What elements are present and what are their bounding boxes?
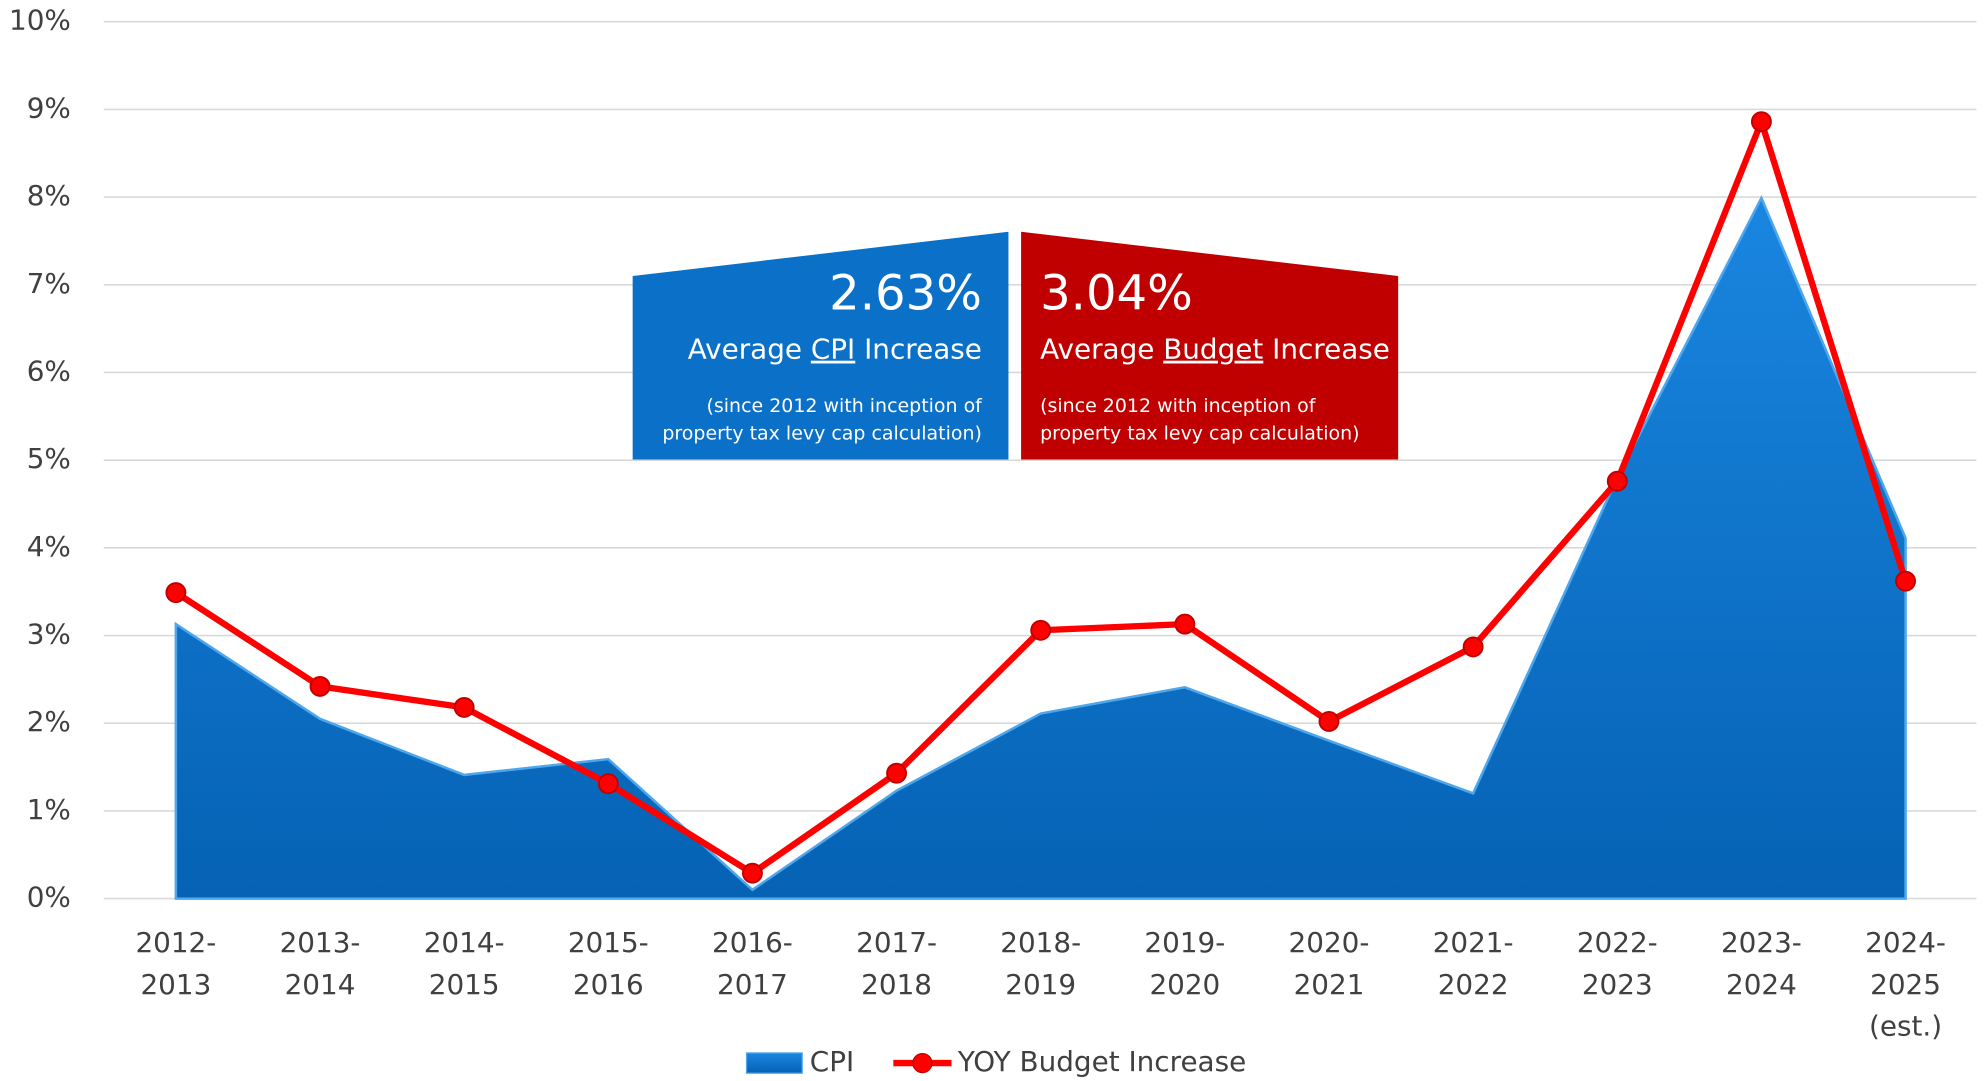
x-tick-label: 2020- bbox=[1289, 926, 1370, 959]
callout-note: property tax levy cap calculation) bbox=[1040, 423, 1360, 445]
x-tick-label: 2024 bbox=[1726, 968, 1797, 1001]
x-tick-label: 2024- bbox=[1865, 926, 1946, 959]
callout-label-part: Budget bbox=[1163, 333, 1263, 366]
x-tick-label: 2016 bbox=[573, 968, 644, 1001]
x-tick-label: 2012- bbox=[135, 926, 216, 959]
callout-value: 3.04% bbox=[1040, 265, 1193, 321]
budget-point bbox=[1750, 111, 1772, 133]
budget-point bbox=[597, 773, 619, 795]
budget-point bbox=[1606, 470, 1628, 492]
y-tick-label: 3% bbox=[27, 618, 71, 651]
x-tick-label: 2018 bbox=[861, 968, 932, 1001]
callout-label-part: Average bbox=[688, 333, 811, 366]
x-tick-label: 2019 bbox=[1005, 968, 1076, 1001]
callout-label-part: CPI bbox=[811, 333, 855, 366]
x-tick-label: 2018- bbox=[1000, 926, 1081, 959]
callout-note: property tax levy cap calculation) bbox=[662, 423, 982, 445]
x-tick-label: 2019- bbox=[1144, 926, 1225, 959]
budget-point bbox=[886, 762, 908, 784]
x-tick-label: 2015- bbox=[568, 926, 649, 959]
x-tick-label: 2013- bbox=[280, 926, 361, 959]
x-tick-label: 2017 bbox=[717, 968, 788, 1001]
budget-point bbox=[741, 862, 763, 884]
y-tick-label: 4% bbox=[27, 530, 71, 563]
legend-marker bbox=[912, 1052, 933, 1074]
y-tick-label: 1% bbox=[27, 793, 71, 826]
x-tick-label: 2013 bbox=[140, 968, 211, 1001]
callout-box bbox=[1021, 231, 1399, 460]
legend-label: CPI bbox=[810, 1045, 854, 1078]
budget-point bbox=[1174, 613, 1196, 635]
y-tick-label: 5% bbox=[27, 442, 71, 475]
callout-label: Average CPI Increase bbox=[688, 333, 982, 366]
y-tick-label: 2% bbox=[27, 705, 71, 738]
legend-swatch bbox=[745, 1052, 803, 1074]
x-tick-label: (est.) bbox=[1869, 1010, 1942, 1043]
x-tick-label: 2016- bbox=[712, 926, 793, 959]
x-tick-label: 2017- bbox=[856, 926, 937, 959]
x-tick-label: 2023- bbox=[1721, 926, 1802, 959]
budget-point bbox=[1030, 619, 1052, 641]
x-tick-label: 2022 bbox=[1438, 968, 1509, 1001]
x-tick-label: 2020 bbox=[1149, 968, 1220, 1001]
legend-label: YOY Budget Increase bbox=[957, 1045, 1246, 1078]
budget-point bbox=[1318, 711, 1340, 732]
budget-point bbox=[1895, 570, 1916, 592]
callout-value: 2.63% bbox=[829, 265, 982, 321]
x-tick-label: 2021- bbox=[1433, 926, 1514, 959]
callout-label-part: Increase bbox=[1263, 333, 1390, 366]
x-tick-label: 2014- bbox=[424, 926, 505, 959]
y-tick-label: 9% bbox=[27, 91, 71, 124]
y-tick-label: 6% bbox=[27, 354, 71, 387]
budget-point bbox=[1462, 636, 1484, 658]
cpi-area bbox=[174, 194, 1907, 900]
y-tick-label: 7% bbox=[27, 267, 71, 300]
y-tick-label: 0% bbox=[27, 881, 71, 914]
callout-box bbox=[632, 231, 1009, 460]
x-tick-label: 2014 bbox=[285, 968, 356, 1001]
x-tick-label: 2023 bbox=[1582, 968, 1653, 1001]
callout-label: Average Budget Increase bbox=[1040, 333, 1390, 366]
callout-label-part: Increase bbox=[855, 333, 982, 366]
y-tick-label: 10% bbox=[9, 4, 71, 37]
callout-label-part: Average bbox=[1040, 333, 1163, 366]
x-tick-label: 2025 bbox=[1870, 968, 1941, 1001]
callout-note: (since 2012 with inception of bbox=[707, 395, 984, 417]
y-tick-label: 8% bbox=[27, 179, 71, 212]
x-tick-label: 2021 bbox=[1294, 968, 1365, 1001]
x-tick-label: 2015 bbox=[429, 968, 500, 1001]
x-tick-label: 2022- bbox=[1577, 926, 1658, 959]
callout-note: (since 2012 with inception of bbox=[1040, 395, 1317, 417]
budget-point bbox=[165, 582, 187, 603]
budget-point bbox=[453, 696, 475, 718]
budget-point bbox=[309, 675, 331, 697]
